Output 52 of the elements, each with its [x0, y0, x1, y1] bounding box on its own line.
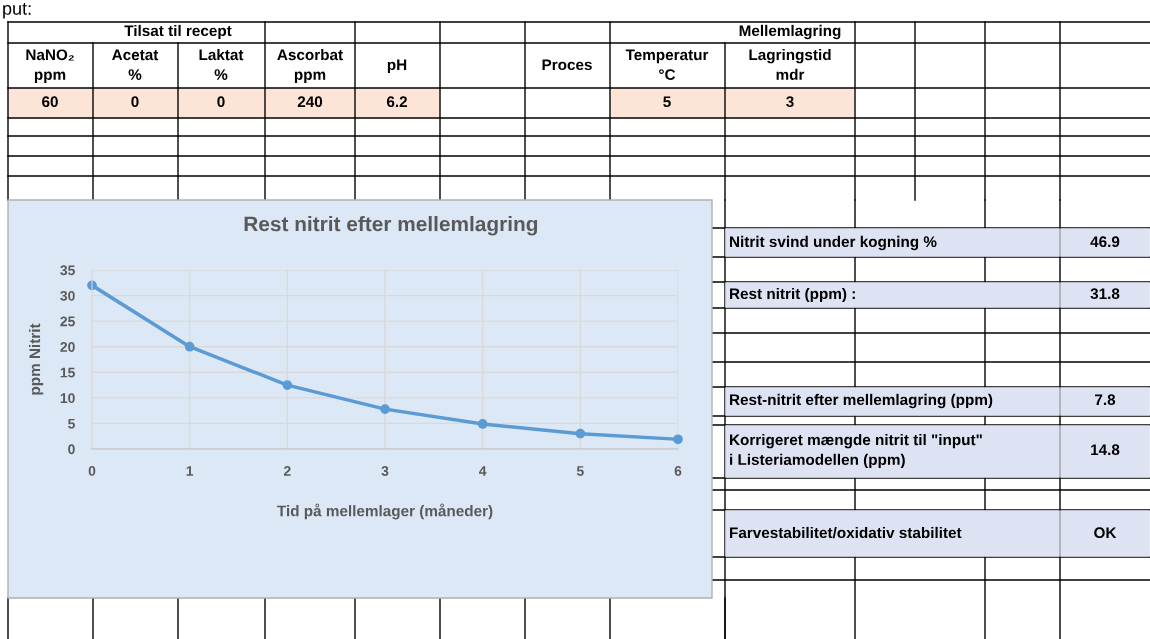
text: 0: [217, 96, 225, 108]
x-tick-label: 4: [479, 466, 487, 476]
text: OK: [1094, 527, 1117, 539]
y-tick-label: 15: [60, 367, 75, 378]
text: Rest nitrit (ppm) :: [730, 287, 855, 303]
text: 31.8: [1090, 288, 1120, 300]
text: Farvestabilitet/oxidativ stabilitet: [730, 526, 962, 539]
point: [184, 341, 195, 352]
y-tick-label: 10: [60, 393, 75, 404]
y-axis-title: ppm Nitrit: [28, 323, 44, 395]
y-tick-label: 5: [68, 418, 75, 429]
x-tick-label: 3: [381, 466, 389, 476]
x-tick-label: 6: [674, 466, 682, 476]
text: Tilsat til recept: [124, 24, 232, 40]
text: Ascorbat ppm: [277, 48, 343, 84]
text: Laktat %: [199, 48, 244, 80]
x-tick-label: 1: [186, 466, 194, 476]
y-tick-label: 0: [68, 444, 75, 455]
text: Temperatur °C: [625, 49, 709, 80]
point: [575, 428, 586, 439]
y-tick-label: 35: [60, 265, 75, 276]
text: 60: [42, 96, 58, 108]
text: 240: [297, 96, 323, 108]
chart-title: Rest nitrit efter mellemlagring: [244, 216, 538, 236]
text: Nitrit svind under kogning %: [730, 235, 937, 251]
point: [477, 419, 488, 429]
text: Proces: [542, 59, 592, 71]
text: 46.9: [1090, 236, 1120, 248]
text: NaNO₂ ppm: [26, 49, 74, 84]
text: 0: [131, 96, 139, 108]
text: 3: [786, 96, 794, 108]
point: [282, 380, 293, 390]
text: Mellemlagring: [739, 24, 841, 40]
x-tick-label: 5: [576, 466, 584, 476]
text: Lagringstid mdr: [749, 48, 831, 81]
text: 14.8: [1091, 444, 1120, 456]
point: [380, 404, 390, 414]
text: Rest-nitrit efter mellemlagring (ppm): [730, 393, 993, 409]
y-tick-label: 25: [60, 316, 75, 327]
text: 7.8: [1095, 394, 1116, 406]
y-tick-label: 30: [60, 290, 75, 301]
point: [673, 434, 683, 445]
y-tick-label: 20: [60, 342, 75, 352]
x-tick-label: 0: [88, 466, 96, 476]
text: put:: [3, 3, 31, 19]
text: Acetat %: [112, 49, 159, 80]
text: pH: [387, 59, 407, 74]
text: 5: [663, 96, 671, 108]
text: 6.2: [386, 96, 408, 108]
x-tick-label: 2: [283, 466, 291, 476]
text: Korrigeret mængde nitrit til "input" i Listeriamodellen (ppm): [730, 433, 982, 469]
x-axis-title: Tid på mellemlager (måneder): [277, 503, 493, 520]
